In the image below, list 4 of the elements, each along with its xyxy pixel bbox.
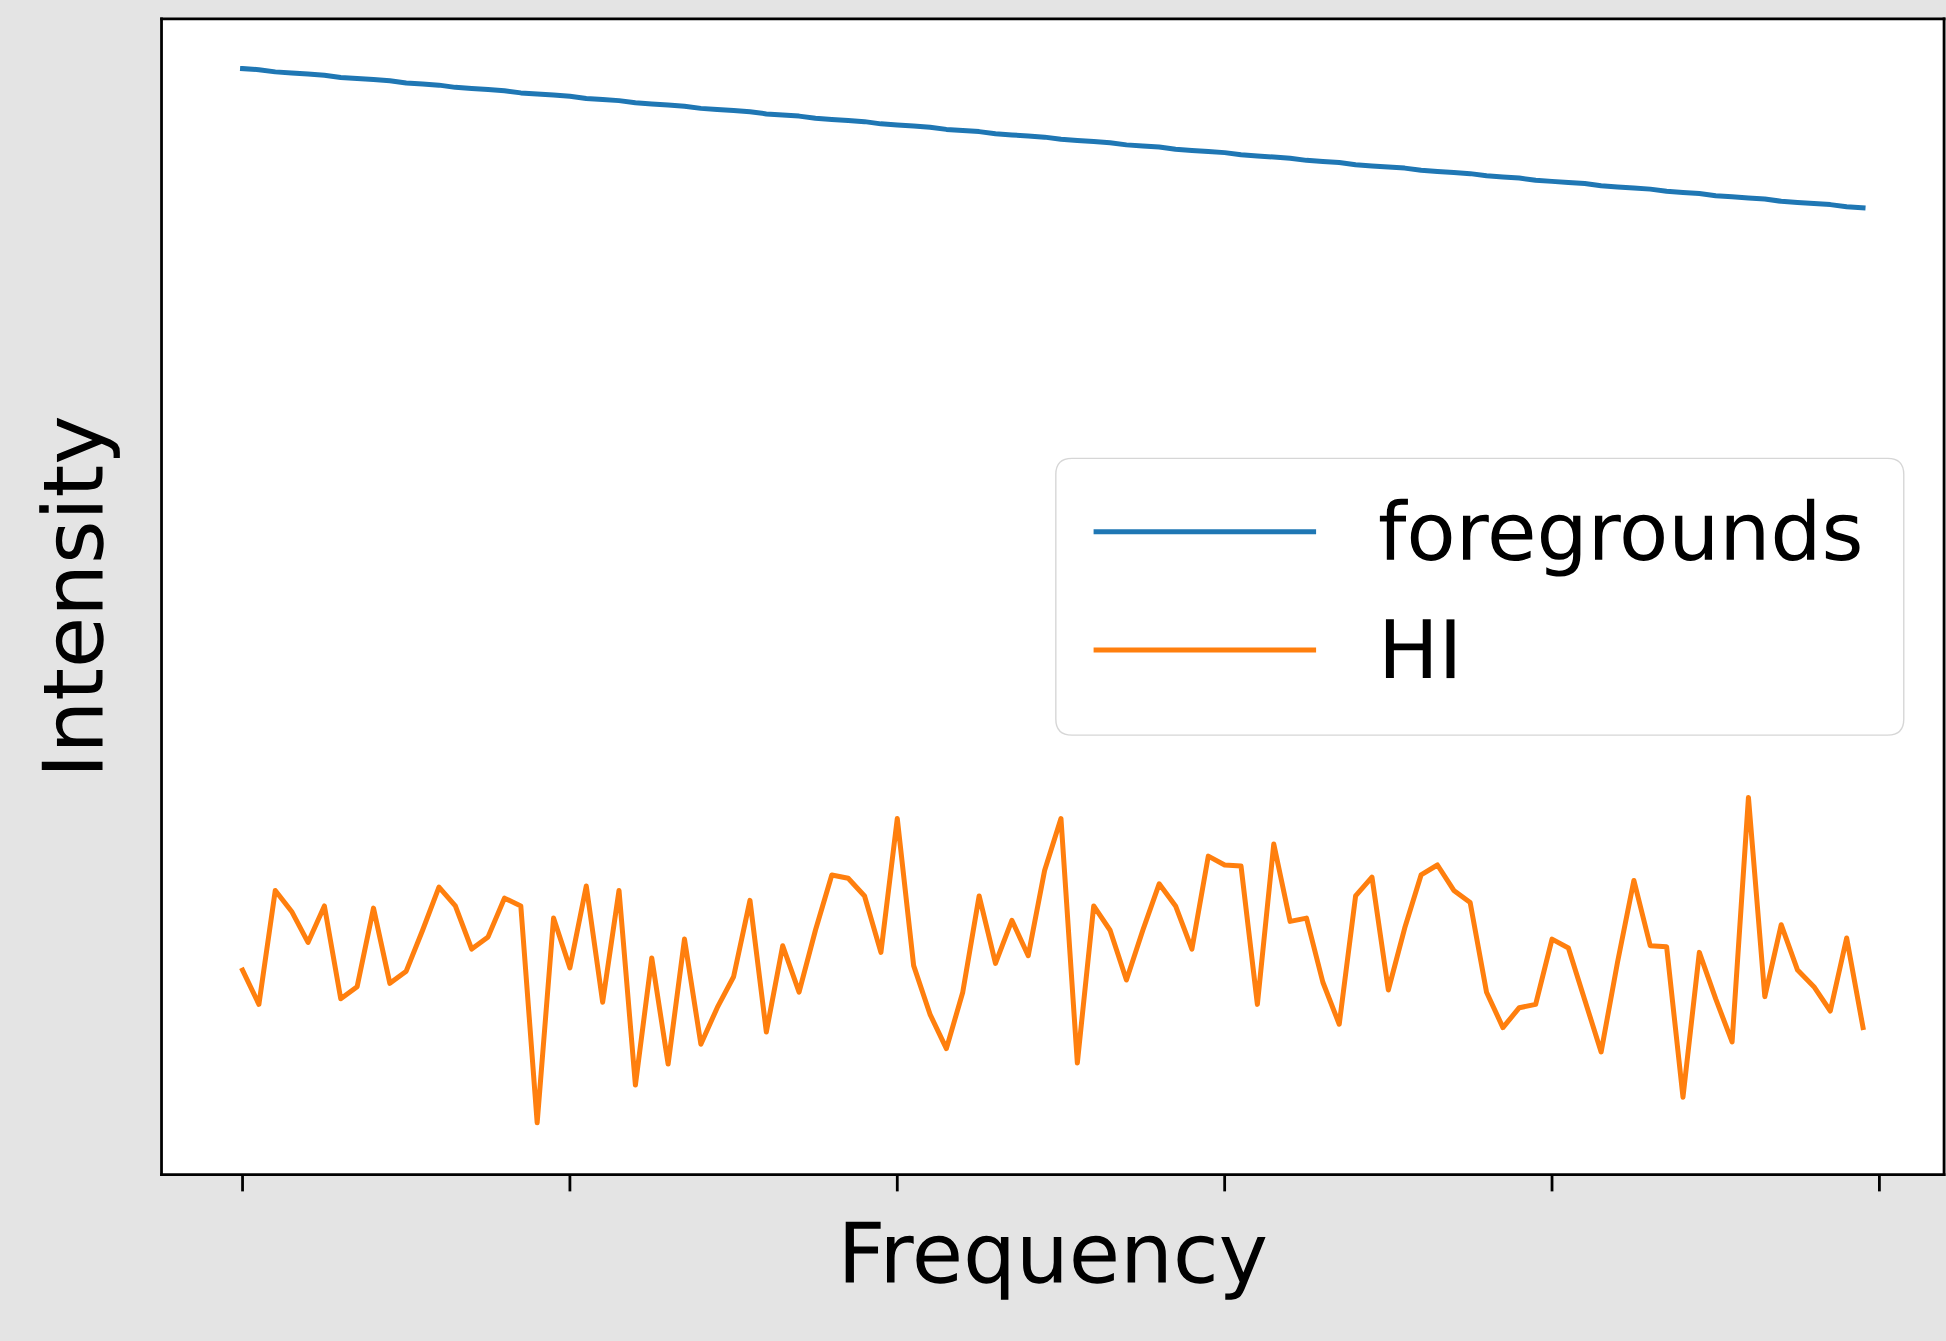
- y-axis-title: Intensity: [39, 417, 120, 770]
- legend-label: foregrounds: [1379, 498, 1860, 577]
- legend-label: HI: [1385, 619, 1455, 679]
- x-axis-title: Frequency: [845, 1221, 1266, 1300]
